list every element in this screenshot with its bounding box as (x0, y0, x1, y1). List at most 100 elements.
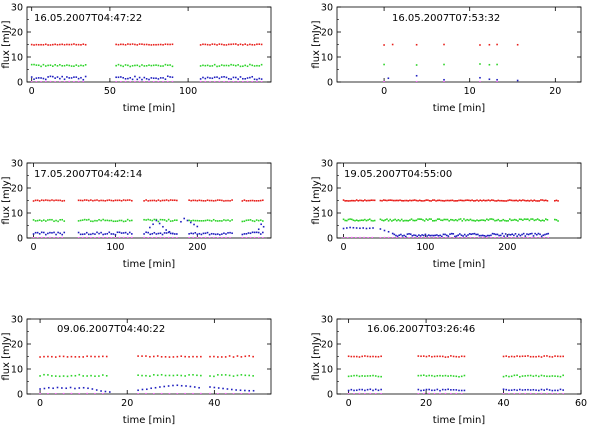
data-point (39, 392, 41, 394)
data-point (49, 64, 52, 66)
data-point (540, 388, 543, 391)
data-point (157, 80, 160, 82)
data-point (459, 199, 462, 202)
data-point (413, 199, 416, 201)
data-point (510, 199, 513, 202)
observation-timestamp: 09.06.2007T04:40:22 (57, 324, 165, 335)
data-point (59, 199, 61, 202)
data-point (526, 218, 529, 220)
data-point (441, 355, 444, 358)
data-point (404, 199, 406, 202)
data-point (422, 200, 424, 202)
data-point (519, 392, 521, 394)
data-point (231, 199, 233, 201)
data-point (37, 64, 40, 67)
data-point (400, 199, 403, 202)
data-point (373, 219, 376, 222)
data-point (192, 232, 195, 235)
data-point (544, 218, 547, 220)
data-point (200, 233, 203, 236)
data-point (249, 219, 252, 221)
data-point (138, 80, 141, 82)
data-point (400, 237, 402, 238)
data-point (253, 231, 256, 234)
data-point (455, 235, 458, 237)
data-point (257, 228, 260, 231)
y-tick-label: 0 (17, 390, 23, 401)
data-point (63, 220, 66, 222)
data-point (176, 393, 179, 394)
data-point (364, 355, 366, 357)
data-point (248, 392, 251, 394)
data-point (56, 76, 59, 78)
data-point (489, 199, 491, 202)
data-point (98, 218, 100, 221)
data-point (496, 78, 498, 81)
data-point (54, 81, 56, 82)
data-point (154, 386, 157, 389)
data-point (399, 199, 401, 201)
data-point (155, 64, 157, 66)
data-point (417, 388, 420, 391)
data-point (454, 235, 456, 238)
data-point (500, 219, 503, 222)
data-point (86, 375, 88, 377)
data-point (383, 80, 385, 82)
data-point (428, 355, 430, 357)
data-point (519, 355, 521, 358)
data-point (500, 199, 503, 202)
data-point (114, 233, 117, 236)
data-point (57, 199, 59, 202)
data-point (383, 63, 385, 66)
data-point (347, 218, 350, 221)
data-point (479, 219, 482, 222)
data-point (437, 234, 440, 237)
data-point (543, 219, 545, 222)
data-point (81, 236, 84, 238)
data-point (544, 199, 547, 202)
data-point (455, 355, 458, 358)
data-point (553, 200, 556, 202)
data-point (412, 219, 414, 222)
x-tick-label: 100 (179, 86, 197, 97)
data-point (364, 375, 366, 377)
data-point (245, 236, 248, 238)
data-point (436, 218, 439, 220)
data-point (464, 199, 467, 202)
data-point (516, 79, 519, 82)
data-point (223, 81, 225, 82)
data-point (382, 199, 385, 201)
data-point (495, 200, 498, 202)
data-point (55, 219, 57, 222)
data-point (163, 236, 166, 238)
data-point (536, 218, 539, 220)
data-point (209, 77, 211, 79)
data-point (77, 237, 80, 238)
data-point (220, 76, 223, 78)
data-point (161, 233, 164, 236)
data-point (36, 219, 39, 222)
data-point (141, 64, 143, 66)
data-point (160, 392, 163, 394)
data-point (104, 200, 106, 202)
data-point (229, 220, 231, 222)
data-point (126, 199, 129, 201)
data-point (47, 219, 49, 221)
data-point (553, 218, 556, 221)
data-point (209, 375, 211, 377)
data-point (516, 374, 518, 376)
data-point (98, 236, 100, 238)
data-point (163, 385, 166, 388)
data-point (457, 236, 459, 238)
data-point (227, 43, 230, 46)
data-point (521, 355, 524, 358)
data-point (353, 355, 355, 358)
data-point (90, 220, 92, 222)
data-point (77, 231, 80, 234)
data-point (151, 199, 154, 202)
data-point (221, 199, 223, 202)
data-point (90, 233, 92, 236)
data-point (173, 199, 176, 202)
data-point (404, 219, 406, 222)
data-point (479, 199, 482, 202)
